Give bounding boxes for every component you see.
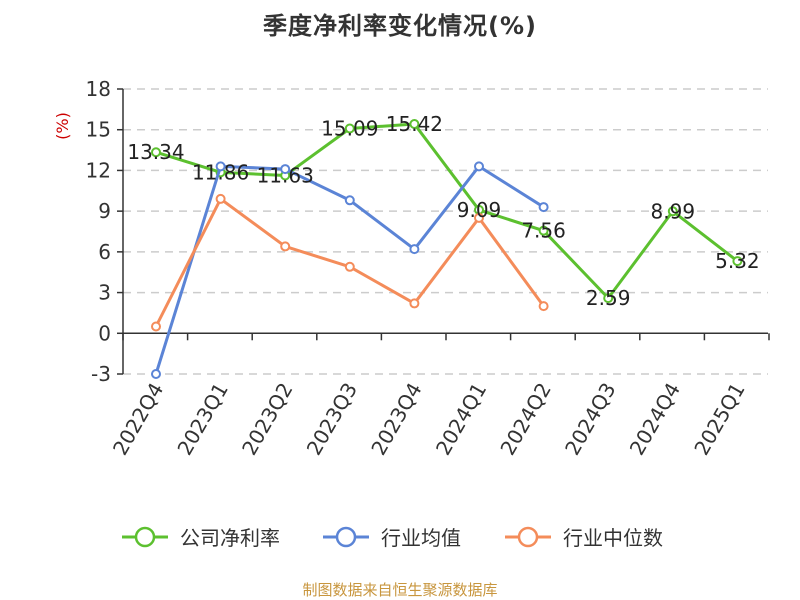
- data-point: [732, 256, 743, 267]
- data-point: [409, 244, 420, 255]
- legend-marker: [134, 526, 156, 548]
- y-tick-label: 9: [98, 199, 111, 223]
- x-tick-label: 2022Q4: [108, 379, 168, 460]
- x-tick-label: 2023Q4: [366, 379, 426, 460]
- data-point: [538, 301, 549, 312]
- data-label: 5.32: [715, 249, 760, 273]
- data-point: [280, 241, 291, 252]
- data-point: [344, 261, 355, 272]
- legend-item-1: 公司净利率: [122, 526, 280, 550]
- legend-item-3: 行业中位数: [505, 526, 663, 550]
- x-tick-label: 2024Q3: [560, 379, 620, 460]
- chart-title: 季度净利率变化情况(%): [263, 12, 537, 40]
- legend-label: 行业均值: [381, 526, 461, 550]
- data-point: [667, 206, 678, 217]
- data-point: [344, 195, 355, 206]
- x-tick-label: 2024Q1: [431, 379, 491, 460]
- legend-item-2: 行业均值: [323, 526, 461, 550]
- data-label: 15.09: [321, 116, 378, 140]
- series-layer: [151, 119, 743, 379]
- data-point: [538, 225, 549, 236]
- source-note: 制图数据来自恒生聚源数据库: [302, 581, 498, 599]
- legend-marker: [517, 526, 539, 548]
- legend-label: 公司净利率: [180, 526, 280, 550]
- series-line: [155, 122, 739, 300]
- data-point: [474, 212, 484, 223]
- data-point: [474, 161, 484, 172]
- x-tick-label: 2024Q2: [495, 379, 555, 460]
- series-2: [151, 161, 549, 379]
- data-label: 13.34: [127, 140, 184, 164]
- data-point: [280, 164, 291, 175]
- y-tick-label: 12: [86, 158, 111, 182]
- series-3: [151, 193, 549, 332]
- x-tick-label: 2023Q1: [172, 379, 232, 460]
- grid-lines: [123, 88, 768, 375]
- data-point: [409, 298, 420, 309]
- data-labels: 13.34 11.86 11.63 15.09 15.42 9.09 7.56 2.59 8.9…: [127, 112, 759, 310]
- data-point: [409, 119, 420, 130]
- x-tick-label: 2023Q3: [302, 379, 362, 460]
- data-label: 11.86: [192, 160, 249, 184]
- y-tick-label: 15: [86, 118, 111, 142]
- data-label: 2.59: [586, 286, 631, 310]
- y-tick-label: 18: [86, 77, 111, 101]
- data-label: 7.56: [521, 219, 566, 243]
- data-point: [344, 123, 355, 134]
- x-tick-label: 2024Q4: [625, 379, 685, 460]
- y-tick-label: 3: [98, 281, 111, 305]
- legend-marker: [335, 526, 357, 548]
- data-label: 8.99: [651, 199, 696, 223]
- x-tick-label: 2023Q2: [237, 379, 297, 460]
- y-tick-label: 6: [98, 240, 111, 264]
- data-point: [151, 369, 161, 379]
- legend-label: 行业中位数: [563, 526, 663, 550]
- data-label: 11.63: [257, 163, 314, 187]
- legend: 公司净利率 行业均值 行业中位数: [122, 526, 663, 550]
- data-point: [603, 293, 614, 304]
- data-point: [151, 321, 161, 332]
- data-point: [538, 202, 549, 213]
- y-tick-label: -3: [91, 362, 111, 386]
- data-point: [215, 193, 226, 204]
- data-point: [151, 147, 161, 158]
- data-point: [215, 161, 226, 172]
- y-axis-unit: (%): [53, 112, 72, 140]
- data-label: 9.09: [457, 198, 502, 222]
- y-tick-label: 0: [98, 321, 111, 345]
- data-label: 15.42: [386, 112, 443, 136]
- x-tick-label: 2025Q1: [689, 379, 749, 460]
